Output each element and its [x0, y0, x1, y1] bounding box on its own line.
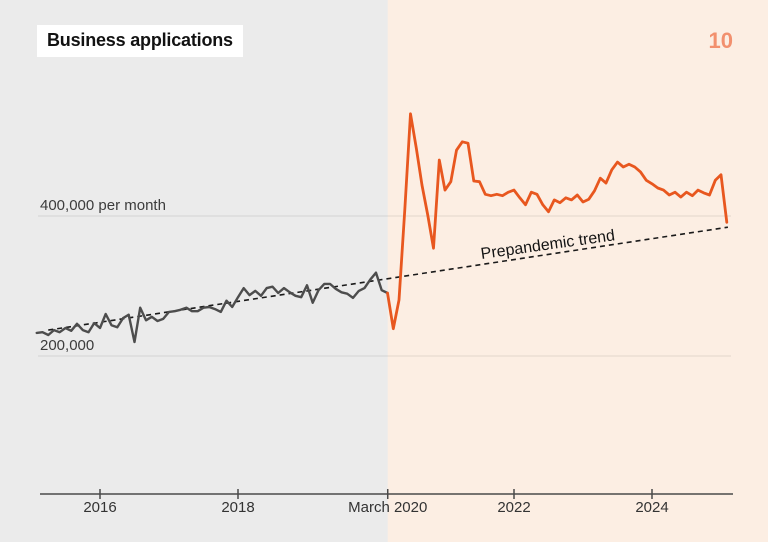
- prepandemic-data-line: [35, 271, 389, 344]
- slide-number: 10: [708, 28, 733, 53]
- prepandemic-trend-line: [48, 226, 729, 331]
- postpandemic-data-line: [386, 112, 729, 331]
- postpandemic-background: [387, 0, 768, 542]
- x-tick-label: March 2020: [348, 499, 428, 516]
- x-tick-label: 2018: [221, 499, 255, 516]
- y-axis-label-200k: 200,000: [40, 337, 95, 354]
- x-tick-label: 2024: [635, 499, 669, 516]
- x-axis-ticks: [99, 489, 653, 499]
- gridlines: [38, 215, 731, 357]
- chart-title: Business applications: [37, 25, 243, 57]
- x-tick-label: 2016: [83, 499, 117, 516]
- y-axis-label-400k: 400,000 per month: [40, 197, 166, 214]
- x-tick-label: 2022: [497, 499, 531, 516]
- prepandemic-background: [0, 0, 388, 542]
- x-axis-labels: 2016 2018 March 2020 2022 2024: [0, 499, 768, 519]
